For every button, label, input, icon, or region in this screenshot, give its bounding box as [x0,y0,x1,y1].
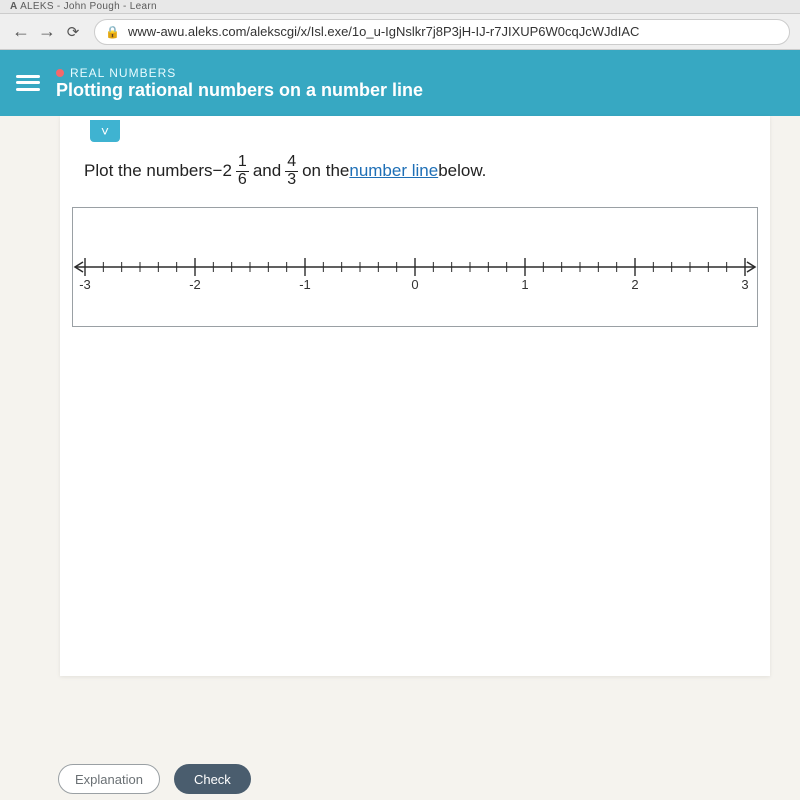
lock-icon: 🔒 [105,25,120,39]
question-mid: on the [302,161,349,181]
svg-text:1: 1 [521,277,528,292]
question-suffix: below. [438,161,486,181]
url-text: www-awu.aleks.com/alekscgi/x/Isl.exe/1o_… [128,24,639,39]
url-bar[interactable]: 🔒 www-awu.aleks.com/alekscgi/x/Isl.exe/1… [94,19,790,45]
svg-text:2: 2 [631,277,638,292]
svg-text:-2: -2 [189,277,201,292]
top-strip: ˅ [60,116,770,146]
numberline-svg[interactable]: -3 -2 -1 0 1 2 3 [73,208,757,326]
forward-button[interactable]: → [36,21,58,43]
question-prefix: Plot the numbers [84,161,213,181]
numberline-link[interactable]: number line [349,161,438,181]
question-between: and [253,161,281,181]
svg-text:3: 3 [741,277,748,292]
explanation-button[interactable]: Explanation [58,764,160,794]
header-text: REAL NUMBERS Plotting rational numbers o… [56,66,423,101]
app-header: REAL NUMBERS Plotting rational numbers o… [0,50,800,116]
back-button[interactable]: ← [10,21,32,43]
second-number-fraction: 4 3 [285,154,298,189]
svg-text:-3: -3 [79,277,91,292]
check-button[interactable]: Check [174,764,251,794]
numberline-container[interactable]: -3 -2 -1 0 1 2 3 [72,207,758,327]
first-number-fraction: 1 6 [236,154,249,189]
browser-toolbar: ← → ⟳ 🔒 www-awu.aleks.com/alekscgi/x/Isl… [0,14,800,50]
app-area: REAL NUMBERS Plotting rational numbers o… [0,50,800,800]
first-number-whole: −2 [213,161,232,181]
browser-tab-bar: A ALEKS - John Pough - Learn [0,0,800,14]
tab-title: A ALEKS - John Pough - Learn [10,1,157,12]
menu-button[interactable] [14,69,42,97]
topic-title: Plotting rational numbers on a number li… [56,80,423,101]
content-panel: ˅ Plot the numbers −2 1 6 and 4 3 on the… [60,116,770,676]
category-dot-icon [56,69,64,77]
svg-text:0: 0 [411,277,418,292]
question-text: Plot the numbers −2 1 6 and 4 3 on the n… [60,146,770,207]
footer-actions: Explanation Check [58,764,251,794]
category-label: REAL NUMBERS [56,66,423,80]
collapse-toggle[interactable]: ˅ [90,120,120,142]
chevron-down-icon: ˅ [101,123,109,139]
svg-text:-1: -1 [299,277,311,292]
reload-button[interactable]: ⟳ [62,21,84,43]
